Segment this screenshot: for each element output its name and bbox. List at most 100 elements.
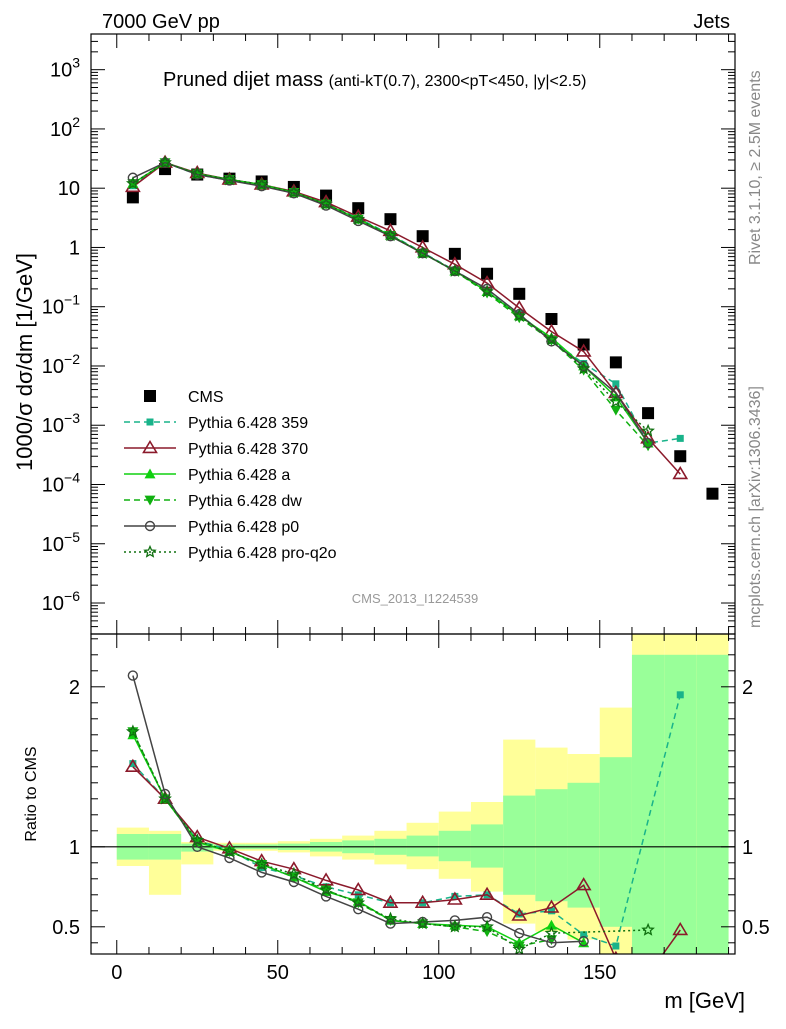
- ratio-y-tick-label-left: 0.5: [52, 917, 80, 939]
- data-point: [127, 172, 139, 183]
- legend-item: Pythia 6.428 a: [124, 467, 290, 484]
- data-point: [610, 405, 622, 416]
- legend-label: Pythia 6.428 359: [188, 415, 308, 432]
- ratio-uncertainty-bands: [91, 634, 735, 954]
- data-point: [451, 892, 459, 900]
- data-point: [676, 691, 684, 699]
- plot-title-sub: (anti-kT(0.7), 2300<pT<450, |y|<2.5): [329, 73, 587, 90]
- data-point: [254, 177, 269, 191]
- header-left: 7000 GeV pp: [102, 11, 220, 33]
- data-point: [480, 919, 494, 933]
- data-point: [415, 916, 430, 930]
- legend-marker: [144, 495, 156, 506]
- data-point: [544, 332, 559, 346]
- series-line: [132, 161, 649, 444]
- data-point: [447, 919, 462, 933]
- mcplots-label: mcplots.cern.ch [arXiv:1306.3436]: [747, 386, 764, 628]
- ratio-y-tick-label-left: 2: [69, 677, 80, 699]
- data-point: [415, 246, 430, 259]
- data-point: [382, 894, 399, 909]
- data-point: [158, 155, 172, 169]
- data-point: [513, 941, 525, 952]
- data-point: [127, 670, 139, 681]
- data-point: [576, 361, 591, 375]
- data-point: [642, 437, 654, 449]
- stat-uncertainty-band: [631, 654, 665, 954]
- series-line: [132, 161, 649, 432]
- ratio-y-tick-label-left: 1: [69, 837, 80, 859]
- ratio-ylabel: Ratio to CMS: [23, 746, 40, 841]
- y-tick-label: 1: [69, 237, 80, 259]
- analysis-watermark: CMS_2013_I1224539: [352, 591, 479, 606]
- ratio-y-tick-label-right: 1: [742, 837, 753, 859]
- stat-uncertainty-band: [664, 654, 697, 954]
- y-tick-label: 103: [50, 55, 80, 82]
- main-ylabel: 1000/σ dσ/dm [1/GeV]: [12, 253, 37, 471]
- stat-uncertainty-band: [181, 843, 214, 852]
- plot-title-main: Pruned dijet mass: [163, 69, 323, 91]
- stat-uncertainty-band: [696, 654, 729, 954]
- data-point: [546, 937, 557, 948]
- data-point: [129, 760, 137, 768]
- data-point: [319, 882, 333, 896]
- data-point: [448, 247, 461, 260]
- data-point: [674, 450, 687, 463]
- data-point: [449, 915, 461, 926]
- data-point: [544, 926, 559, 939]
- data-point: [254, 857, 269, 871]
- legend-label: Pythia 6.428 370: [188, 441, 308, 458]
- stat-uncertainty-band: [470, 824, 504, 868]
- data-point: [580, 931, 588, 939]
- data-point: [642, 968, 655, 979]
- data-point: [414, 894, 431, 909]
- data-point: [125, 176, 140, 190]
- series-line: [132, 731, 649, 951]
- data-point: [642, 407, 655, 420]
- x-axis-label: m [GeV]: [664, 988, 745, 1013]
- data-point: [642, 441, 654, 452]
- data-point: [350, 881, 367, 896]
- data-point: [480, 284, 494, 298]
- data-point: [352, 202, 365, 215]
- data-point: [547, 907, 555, 915]
- ratio-series-group: [124, 670, 689, 979]
- stat-uncertainty-band: [599, 757, 632, 927]
- data-point: [158, 791, 172, 805]
- stat-uncertainty-band: [406, 835, 439, 857]
- legend-marker: [144, 468, 156, 479]
- data-point: [383, 228, 398, 242]
- legend-label: CMS: [188, 389, 224, 406]
- data-point: [512, 308, 527, 322]
- legend-item: CMS: [144, 389, 224, 406]
- header-right: Jets: [693, 11, 730, 33]
- data-point: [288, 876, 300, 888]
- y-tick-label: 10−6: [42, 588, 80, 615]
- series-pythia-6-428-pro-q2o: [125, 724, 655, 954]
- legend-label: Pythia 6.428 pro-q2o: [188, 545, 337, 562]
- stat-uncertainty-band: [503, 795, 536, 895]
- data-point: [256, 181, 267, 192]
- legend-marker: [144, 520, 156, 532]
- stat-uncertainty-band: [535, 789, 568, 902]
- legend-item: Pythia 6.428 p0: [124, 519, 299, 536]
- data-point: [190, 166, 205, 180]
- data-point: [545, 919, 557, 930]
- series-line: [132, 675, 584, 944]
- x-tick-label: 100: [422, 962, 455, 984]
- data-point: [159, 788, 171, 800]
- data-point: [479, 886, 495, 901]
- y-tick-label: 10−2: [42, 351, 80, 378]
- data-point: [286, 866, 301, 880]
- data-point: [384, 213, 397, 226]
- data-point: [546, 336, 557, 347]
- ratio-frame: [90, 633, 736, 955]
- data-point: [672, 465, 689, 480]
- data-point: [545, 313, 558, 326]
- y-tick-label: 102: [50, 114, 80, 141]
- data-point: [351, 895, 366, 909]
- data-point: [125, 724, 140, 738]
- ratio-y-tick-label-right: 2: [742, 677, 753, 699]
- legend-label: Pythia 6.428 dw: [188, 493, 302, 510]
- data-point: [126, 191, 139, 204]
